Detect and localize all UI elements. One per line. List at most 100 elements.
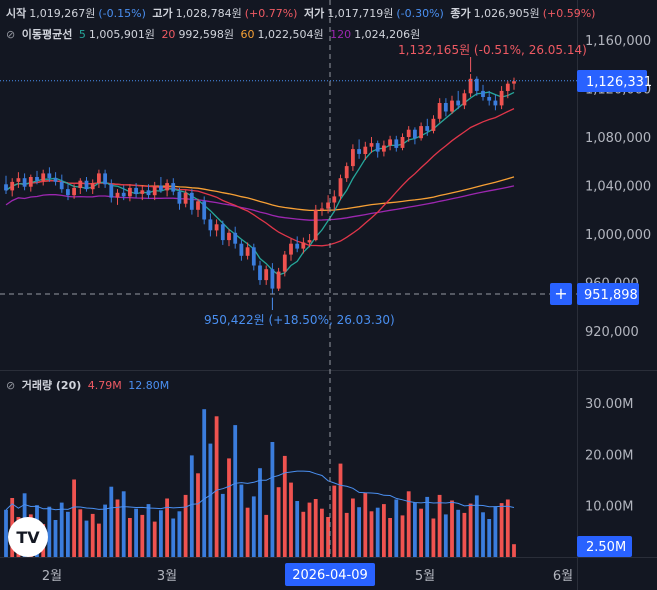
candle-body [165, 183, 169, 191]
volume-legend-label[interactable]: 거래량 (20) [21, 379, 82, 392]
ma-legend-label[interactable]: 이동평균선 [21, 28, 73, 41]
candle-body [128, 187, 132, 197]
candle-body [499, 90, 504, 106]
volume-bar [413, 502, 417, 557]
candle-body [320, 208, 324, 210]
candle-body [227, 232, 231, 241]
ma120-value: 1,024,206원 [354, 28, 421, 41]
volume-bar [443, 514, 448, 557]
candle-body [251, 247, 256, 266]
candle-body [282, 254, 287, 272]
volume-bar [289, 482, 293, 557]
time-tick-label: 2월 [42, 569, 62, 584]
candle-body [202, 201, 207, 220]
volume-bar [103, 504, 107, 557]
candle-body [115, 192, 120, 198]
candle-body [159, 185, 163, 191]
volume-bar [115, 499, 120, 557]
candle-body [245, 247, 250, 256]
candle-body [406, 129, 411, 137]
volume-tick-label: 20.00M [585, 448, 633, 463]
volume-tick-label: 30.00M [585, 397, 633, 412]
candle-body [419, 126, 423, 139]
last-volume-badge-text: 2.50M [586, 540, 626, 555]
candle-body [351, 149, 355, 167]
candle-body [382, 145, 386, 152]
volume-bar [338, 463, 343, 557]
candle-body [109, 184, 114, 198]
volume-bar [270, 442, 275, 557]
candle-body [493, 100, 498, 106]
ma60-value: 1,022,504원 [257, 28, 324, 41]
volume-legend: ⊘ 거래량 (20) 4.79M 12.80M [6, 377, 172, 393]
ma5-period: 5 [78, 28, 86, 41]
volume-bar [53, 520, 58, 557]
ohlc-legend: 시작 1,019,267원 (-0.15%) 고가 1,028,784원 (+0.77%… [6, 5, 598, 21]
volume-bar [295, 501, 300, 557]
low-value: 1,017,719원 [327, 7, 394, 20]
visibility-icon[interactable]: ⊘ [6, 28, 16, 41]
candle-body [84, 180, 89, 190]
volume-bar [332, 485, 337, 557]
volume-bar [214, 416, 219, 557]
volume-bar [109, 486, 114, 557]
time-tick-label: 3월 [157, 569, 177, 584]
volume-bar [406, 491, 411, 557]
ma60-period: 60 [240, 28, 255, 41]
price-tick-label: 1,000,000 [585, 228, 651, 243]
add-alert-button [550, 283, 572, 305]
candle-body [171, 183, 176, 192]
volume-bar [97, 523, 101, 557]
volume-bar [183, 494, 188, 557]
tradingview-logo-icon[interactable]: TV [8, 517, 48, 557]
volume-ma-line [5, 470, 515, 511]
candle-body [140, 190, 145, 194]
visibility-icon[interactable]: ⊘ [6, 379, 16, 392]
volume-bar [66, 511, 70, 557]
candle-body [258, 265, 262, 281]
candle-body [97, 173, 101, 184]
candle-body [59, 181, 64, 190]
candle-body [196, 201, 200, 210]
candle-body [326, 202, 330, 209]
candle-body [481, 90, 485, 97]
candle-body [450, 100, 454, 112]
ma120-period: 120 [330, 28, 352, 41]
volume-bar [382, 504, 386, 557]
volume-bar [301, 511, 306, 557]
candle-body [456, 100, 461, 106]
volume-bar [375, 507, 380, 557]
volume-bar [264, 514, 269, 557]
volume-bar [505, 499, 510, 557]
volume-bar [59, 502, 64, 557]
low-annotation: 950,422원 (+18.50%, 26.03.30) [204, 313, 395, 327]
candle-body [189, 192, 194, 210]
volume-bar [202, 409, 207, 557]
volume-bar [320, 508, 324, 557]
low-change: (-0.30%) [396, 7, 444, 20]
candle-body [264, 269, 269, 281]
volume-bar [159, 510, 163, 557]
candle-body [276, 271, 281, 289]
candle-body [394, 139, 399, 148]
volume-bar [363, 492, 368, 557]
candle-body [413, 129, 417, 139]
volume-bar [493, 506, 498, 557]
volume-bar [72, 479, 76, 557]
volume-bar [282, 455, 287, 557]
candle-body [47, 173, 52, 179]
time-tick-label: 5월 [415, 569, 435, 584]
candle-body [313, 209, 318, 241]
high-annotation: 1,132,165원 (-0.51%, 26.05.14) [398, 43, 587, 57]
candle-body [103, 173, 107, 185]
candle-body [295, 243, 300, 249]
price-tick-label: 1,040,000 [585, 180, 651, 195]
volume-bar [425, 496, 430, 557]
volume-bar [227, 458, 231, 557]
candle-body [462, 93, 467, 106]
close-value: 1,026,905원 [473, 7, 540, 20]
volume-bar [400, 515, 405, 557]
price-tick-label: 920,000 [585, 325, 639, 340]
volume-bar [431, 518, 436, 557]
